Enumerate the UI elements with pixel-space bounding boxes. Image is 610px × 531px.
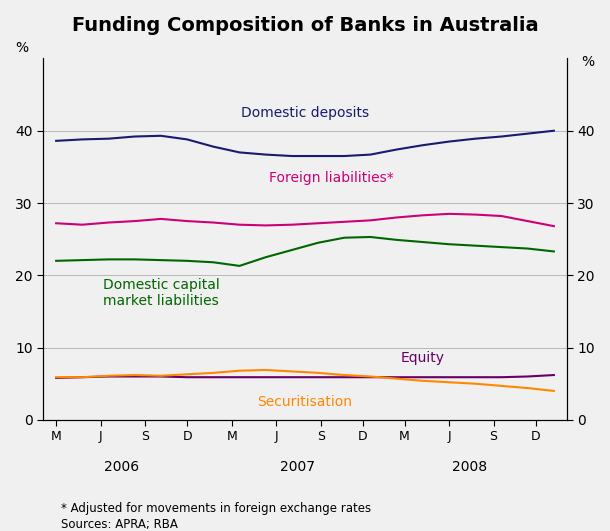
Text: 2007: 2007: [279, 460, 315, 474]
Text: 2006: 2006: [104, 460, 139, 474]
Text: Equity: Equity: [401, 352, 445, 365]
Text: Sources: APRA; RBA: Sources: APRA; RBA: [61, 518, 178, 531]
Text: Domestic capital
market liabilities: Domestic capital market liabilities: [102, 278, 220, 309]
Text: Foreign liabilities*: Foreign liabilities*: [269, 170, 393, 185]
Text: 2008: 2008: [453, 460, 487, 474]
Text: * Adjusted for movements in foreign exchange rates: * Adjusted for movements in foreign exch…: [61, 502, 371, 515]
Text: Funding Composition of Banks in Australia: Funding Composition of Banks in Australi…: [72, 16, 538, 35]
Y-axis label: %: %: [581, 55, 595, 69]
Text: Domestic deposits: Domestic deposits: [241, 106, 369, 119]
Y-axis label: %: %: [15, 41, 29, 55]
Text: Securitisation: Securitisation: [257, 395, 353, 409]
